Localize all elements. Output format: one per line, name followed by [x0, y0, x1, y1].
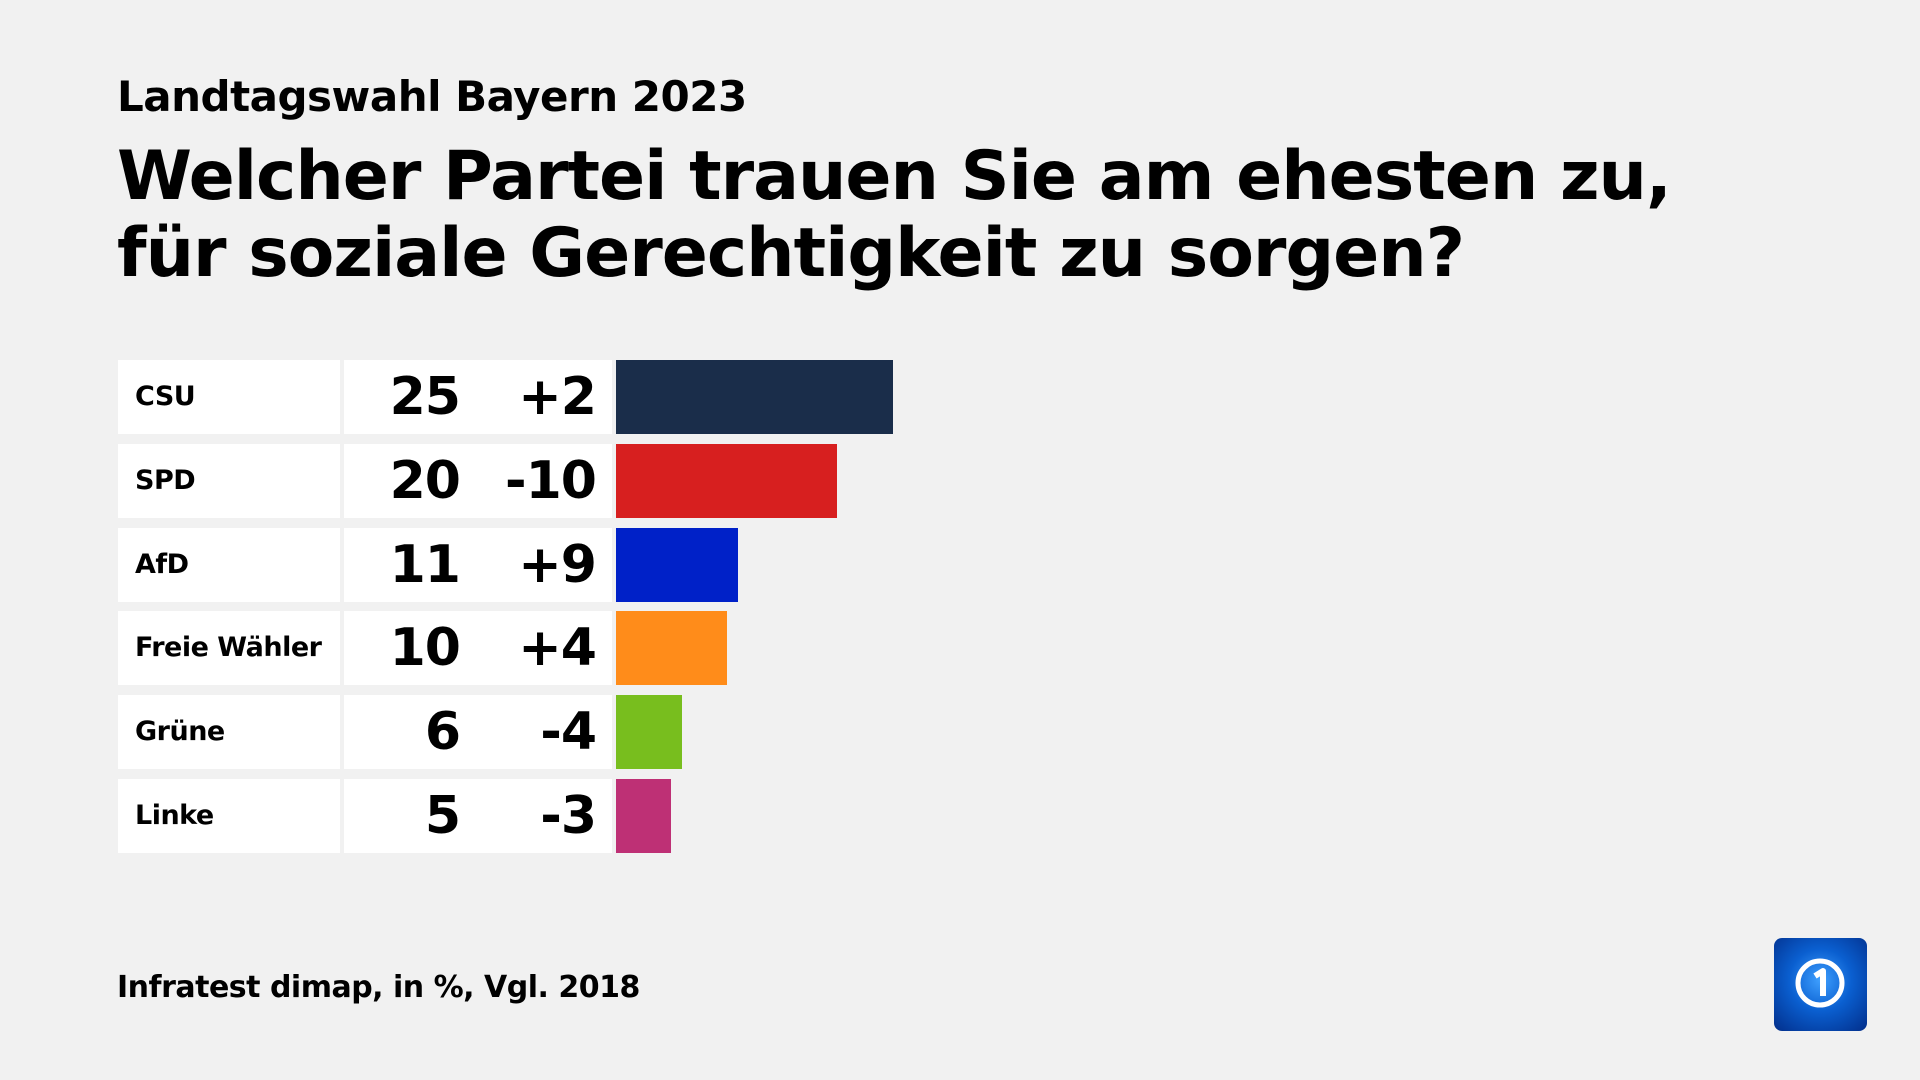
party-label-cell: AfD	[118, 527, 340, 602]
party-label: SPD	[135, 464, 196, 496]
value-label: 25	[389, 367, 461, 427]
logo-one-icon	[1795, 958, 1845, 1008]
value-label: 5	[424, 786, 461, 846]
value-label: 20	[389, 450, 461, 511]
value-cell: 5 -3	[344, 779, 612, 853]
bar-linke	[616, 779, 672, 853]
party-label: Grüne	[135, 716, 225, 748]
party-label: Linke	[135, 800, 214, 831]
value-label: 11	[389, 534, 461, 595]
chart-subtitle: Landtagswahl Bayern 2023	[117, 72, 747, 121]
party-label-cell: Grüne	[118, 695, 340, 770]
party-label-cell: CSU	[118, 360, 340, 434]
value-cell: 6 -4	[344, 695, 612, 770]
bar-freie-wähler	[616, 611, 727, 686]
value-cell: 11 +9	[344, 527, 612, 602]
value-label: 6	[424, 702, 461, 763]
bar-grüne	[616, 695, 683, 770]
chart-title: Welcher Partei trauen Sie am ehesten zu,…	[117, 137, 1672, 293]
bar-afd	[616, 527, 738, 602]
source-note: Infratest dimap, in %, Vgl. 2018	[117, 970, 640, 1005]
change-label: -3	[540, 786, 597, 846]
change-label: -4	[540, 702, 597, 763]
change-label: +4	[518, 618, 597, 679]
value-cell: 25 +2	[344, 360, 612, 434]
value-label: 10	[389, 618, 461, 679]
value-cell: 20 -10	[344, 443, 612, 518]
party-label-cell: SPD	[118, 443, 340, 518]
party-label: Freie Wähler	[135, 632, 322, 664]
tagesschau-logo	[1774, 938, 1867, 1031]
party-label: AfD	[135, 548, 189, 580]
change-label: +9	[518, 534, 597, 595]
bar-csu	[616, 360, 893, 434]
change-label: -10	[505, 450, 597, 511]
bar-spd	[616, 443, 838, 518]
value-cell: 10 +4	[344, 611, 612, 686]
party-label: CSU	[135, 381, 196, 412]
change-label: +2	[518, 367, 597, 427]
party-label-cell: Linke	[118, 779, 340, 853]
party-label-cell: Freie Wähler	[118, 611, 340, 686]
